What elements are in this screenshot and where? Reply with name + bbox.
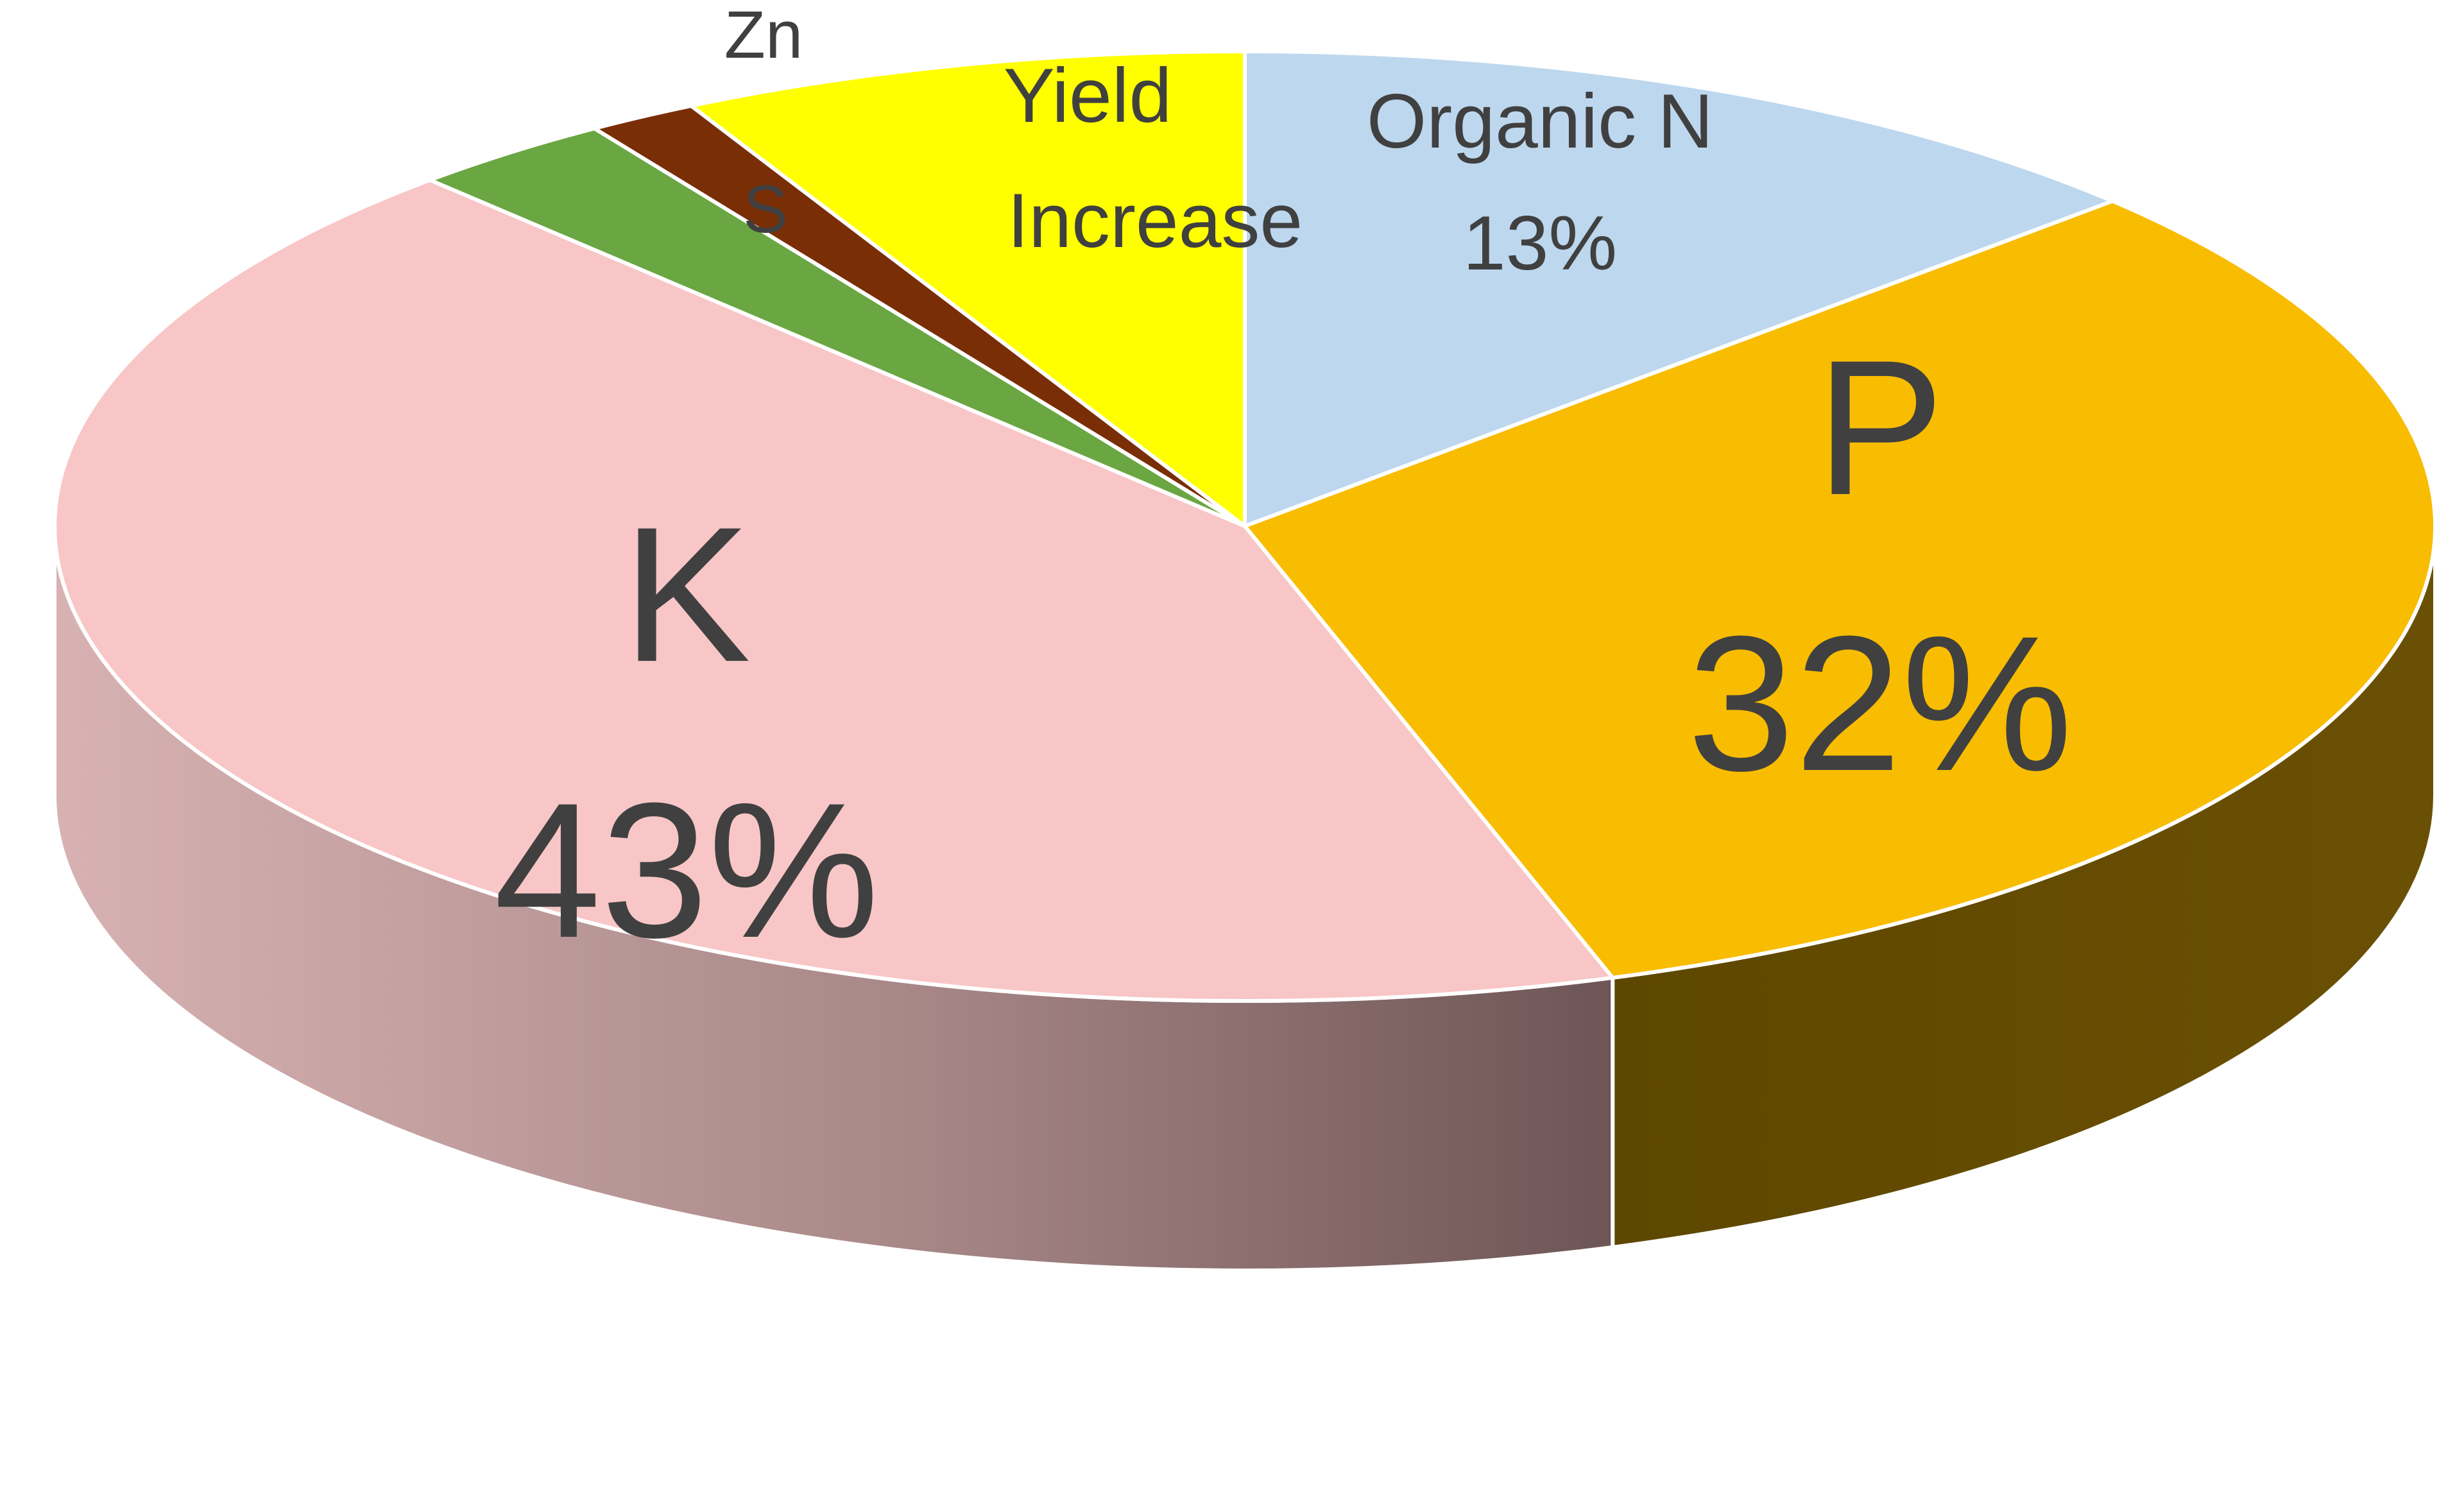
label-yield-increase-line1: Yield	[1004, 53, 1172, 139]
pie-slice-organic-n	[1243, 49, 2115, 528]
pie-slices	[53, 49, 2438, 1003]
pie-slice-yield-increase	[689, 49, 1247, 528]
value-label-k: 43%	[494, 762, 879, 978]
label-yield-increase-line2: Increase	[1007, 178, 1303, 264]
pie-labels: Organic N 13% P 32% K 43% S Zn Yield Increase	[494, 0, 2073, 978]
value-label-p: 32%	[1688, 595, 2073, 811]
label-p: P	[1816, 320, 1944, 535]
pie-slice-p	[1243, 199, 2438, 980]
label-s: S	[743, 172, 788, 247]
label-organic-n: Organic N	[1367, 78, 1713, 164]
value-label-organic-n: 13%	[1463, 200, 1617, 286]
label-k: K	[622, 486, 751, 702]
pie-slice-k	[53, 178, 1615, 1003]
pie-slice-s	[428, 126, 1247, 528]
label-zn: Zn	[724, 0, 803, 73]
